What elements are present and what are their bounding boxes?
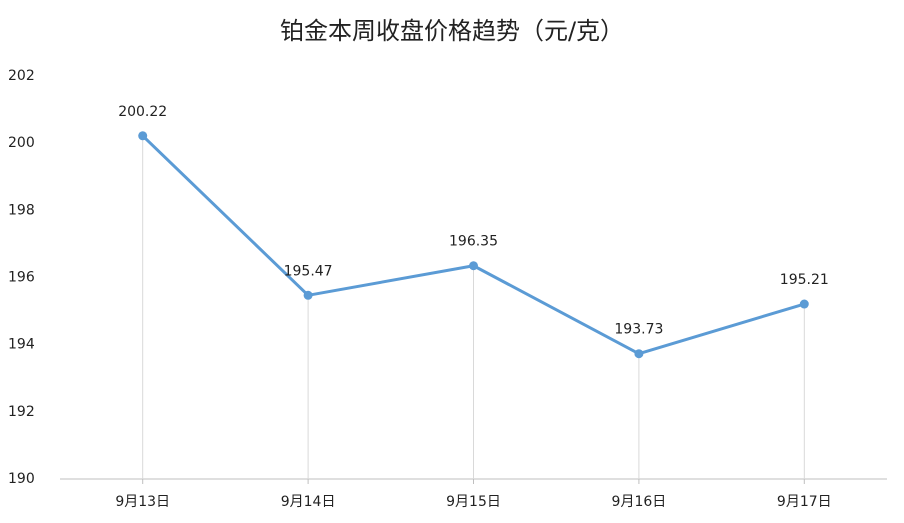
y-tick-label: 196 [8,270,35,286]
x-tick-label: 9月14日 [281,494,336,510]
y-tick-label: 192 [8,404,35,420]
y-tick-label: 200 [8,135,35,151]
chart-title: 铂金本周收盘价格趋势（元/克） [280,17,624,45]
x-tick-label: 9月13日 [115,494,170,510]
y-tick-label: 198 [8,202,35,218]
point [303,290,313,300]
point [469,261,478,271]
data-label: 195.21 [780,272,829,288]
y-tick-label: 190 [8,471,35,487]
y-tick-label: 202 [8,68,35,84]
x-tick-label: 9月15日 [446,494,501,510]
point [634,349,644,359]
data-label: 193.73 [614,322,663,338]
y-tick-label: 194 [8,337,35,353]
data-label: 196.35 [449,234,498,250]
point [138,131,148,141]
point [799,299,809,309]
data-label: 195.47 [284,263,333,279]
x-tick-label: 9月17日 [777,494,832,510]
x-tick-label: 9月16日 [612,494,667,510]
data-label: 200.22 [118,104,167,120]
